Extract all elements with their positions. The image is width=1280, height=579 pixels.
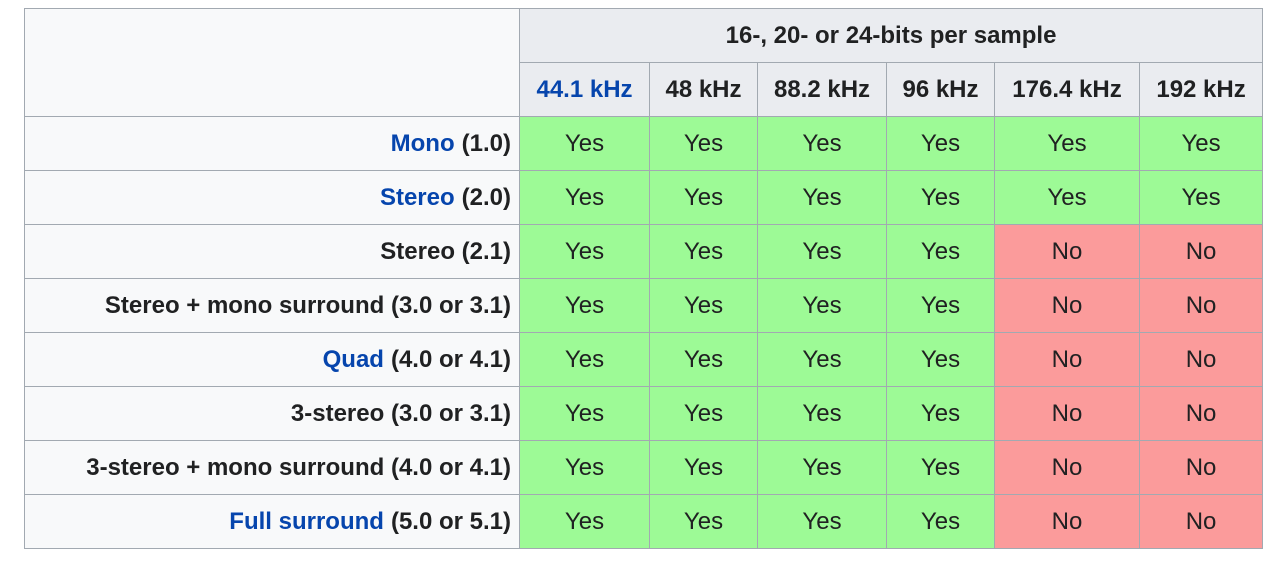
row-header: 3-stereo + mono surround (4.0 or 4.1) xyxy=(24,440,520,495)
table-row: Full surround (5.0 or 5.1) Yes Yes Yes Yes No N… xyxy=(24,494,1264,549)
support-cell: Yes xyxy=(757,170,887,225)
support-cell: Yes xyxy=(649,224,758,279)
support-cell: Yes xyxy=(757,116,887,171)
support-cell: Yes xyxy=(757,278,887,333)
group-header: 16-, 20- or 24-bits per sample xyxy=(518,8,1264,63)
row-label: 3-stereo (3.0 or 3.1) xyxy=(290,399,511,427)
header-row: 16-, 20- or 24-bits per sample xyxy=(24,8,1264,117)
support-cell: Yes xyxy=(886,440,995,495)
support-cell: Yes xyxy=(757,224,887,279)
support-cell: Yes xyxy=(649,116,758,171)
support-cell: Yes xyxy=(649,170,758,225)
support-cell: No xyxy=(994,440,1140,495)
support-cell: Yes xyxy=(886,170,995,225)
row-label: (2.0) xyxy=(461,183,511,211)
support-cell: No xyxy=(1138,440,1264,495)
row-header: Stereo + mono surround (3.0 or 3.1) xyxy=(24,278,520,333)
support-cell: No xyxy=(994,278,1140,333)
support-cell: Yes xyxy=(649,440,758,495)
table-row: 3-stereo (3.0 or 3.1) Yes Yes Yes Yes No No xyxy=(24,386,1264,441)
table-head: 16-, 20- or 24-bits per sample 44.1 kHz 4… xyxy=(24,8,1264,117)
support-cell: Yes xyxy=(757,440,887,495)
support-cell: Yes xyxy=(886,386,995,441)
support-cell: Yes xyxy=(994,170,1140,225)
row-link[interactable]: Stereo xyxy=(379,183,455,211)
row-header: Full surround (5.0 or 5.1) xyxy=(24,494,520,549)
row-label: (1.0) xyxy=(461,129,511,157)
header-row: 44.1 kHz 48 kHz 88.2 kHz 96 kHz 176.4 kHz 192… xyxy=(25,62,1264,117)
support-cell: Yes xyxy=(994,116,1140,171)
support-cell: Yes xyxy=(886,224,995,279)
support-cell: Yes xyxy=(757,386,887,441)
support-cell: Yes xyxy=(519,170,650,225)
row-header: 3-stereo (3.0 or 3.1) xyxy=(24,386,520,441)
support-cell: Yes xyxy=(519,440,650,495)
table-row: Stereo + mono surround (3.0 or 3.1) Yes Ye… xyxy=(24,278,1264,333)
row-link[interactable]: Quad xyxy=(322,345,384,373)
column-header: 176.4 kHz xyxy=(994,62,1140,117)
support-cell: No xyxy=(1138,386,1264,441)
row-label: 3-stereo + mono surround (4.0 or 4.1) xyxy=(86,453,511,481)
support-cell: Yes xyxy=(519,386,650,441)
support-cell: Yes xyxy=(519,494,650,549)
row-link[interactable]: Full surround xyxy=(229,507,384,535)
corner-cell xyxy=(24,8,520,117)
support-cell: No xyxy=(1138,224,1264,279)
support-cell: Yes xyxy=(649,278,758,333)
support-cell: Yes xyxy=(519,278,650,333)
channel-table: 16-, 20- or 24-bits per sample 44.1 kHz 4… xyxy=(24,8,1264,549)
support-cell: Yes xyxy=(649,332,758,387)
column-header[interactable]: 44.1 kHz xyxy=(519,62,650,117)
table-row: Mono (1.0) Yes Yes Yes Yes Yes Yes xyxy=(24,116,1264,171)
row-label: Stereo + mono surround (3.0 or 3.1) xyxy=(104,291,511,319)
support-cell: Yes xyxy=(519,116,650,171)
support-cell: No xyxy=(1138,494,1264,549)
support-cell: Yes xyxy=(519,332,650,387)
support-cell: No xyxy=(1138,332,1264,387)
column-header: 48 kHz xyxy=(649,62,758,117)
support-cell: Yes xyxy=(757,332,887,387)
row-label: Stereo (2.1) xyxy=(380,237,511,265)
table-body: Mono (1.0) Yes Yes Yes Yes Yes Yes Stereo (2.0) Ye… xyxy=(24,116,1264,549)
support-cell: No xyxy=(994,332,1140,387)
table-row: 3-stereo + mono surround (4.0 or 4.1) Yes… xyxy=(24,440,1264,495)
support-cell: No xyxy=(994,494,1140,549)
row-link[interactable]: Mono xyxy=(390,129,455,157)
support-cell: Yes xyxy=(757,494,887,549)
row-header: Stereo (2.1) xyxy=(24,224,520,279)
column-header: 96 kHz xyxy=(886,62,995,117)
support-cell: Yes xyxy=(1138,170,1264,225)
support-cell: No xyxy=(1138,278,1264,333)
support-cell: Yes xyxy=(649,386,758,441)
support-cell: Yes xyxy=(519,224,650,279)
support-cell: No xyxy=(994,224,1140,279)
row-header: Stereo (2.0) xyxy=(24,170,520,225)
support-cell: Yes xyxy=(649,494,758,549)
support-cell: Yes xyxy=(1138,116,1264,171)
support-cell: No xyxy=(994,386,1140,441)
table-row: Stereo (2.0) Yes Yes Yes Yes Yes Yes xyxy=(24,170,1264,225)
row-header: Quad (4.0 or 4.1) xyxy=(24,332,520,387)
support-cell: Yes xyxy=(886,494,995,549)
table-row: Quad (4.0 or 4.1) Yes Yes Yes Yes No No xyxy=(24,332,1264,387)
support-cell: Yes xyxy=(886,332,995,387)
support-cell: Yes xyxy=(886,278,995,333)
row-label: (4.0 or 4.1) xyxy=(390,345,511,373)
column-header: 192 kHz xyxy=(1138,62,1264,117)
row-label: (5.0 or 5.1) xyxy=(390,507,511,535)
support-cell: Yes xyxy=(886,116,995,171)
column-header: 88.2 kHz xyxy=(757,62,887,117)
table-row: Stereo (2.1) Yes Yes Yes Yes No No xyxy=(24,224,1264,279)
row-header: Mono (1.0) xyxy=(24,116,520,171)
